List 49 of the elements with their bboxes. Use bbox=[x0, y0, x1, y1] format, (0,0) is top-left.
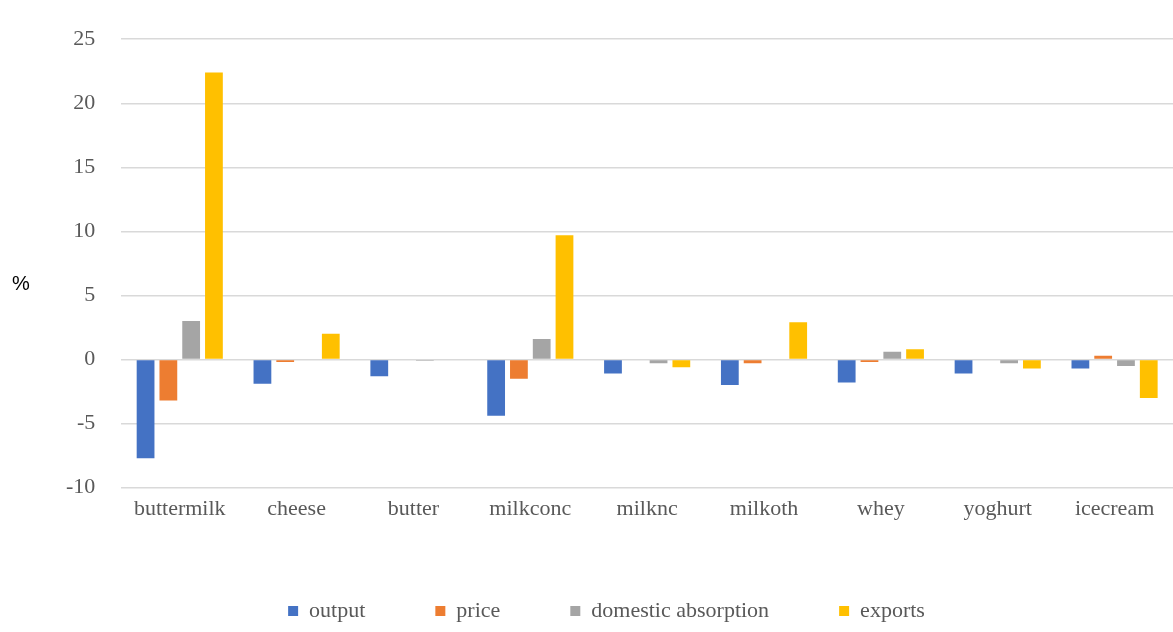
bar bbox=[743, 360, 762, 364]
y-tick-label: -10 bbox=[66, 473, 96, 499]
x-tick-label: butter bbox=[387, 494, 440, 520]
x-tick-label: yoghurt bbox=[963, 494, 1032, 520]
bar bbox=[555, 235, 574, 359]
bar bbox=[649, 360, 668, 364]
legend-label: exports bbox=[860, 596, 925, 622]
legend-label: price bbox=[456, 596, 501, 622]
y-tick-label: 0 bbox=[84, 345, 96, 371]
y-tick-label: 25 bbox=[73, 24, 96, 50]
bar bbox=[510, 360, 528, 379]
x-tick-label: milkconc bbox=[489, 494, 572, 520]
y-tick-label: 20 bbox=[73, 89, 96, 115]
bar bbox=[954, 360, 973, 374]
x-tick-label: milkoth bbox=[729, 494, 799, 520]
bar bbox=[906, 349, 924, 359]
y-tick-label: 5 bbox=[84, 281, 96, 307]
bar bbox=[837, 360, 856, 383]
bar bbox=[182, 321, 201, 359]
bar bbox=[604, 360, 622, 374]
bar bbox=[1139, 360, 1158, 398]
bar bbox=[883, 351, 902, 359]
y-tick-label: -5 bbox=[77, 409, 96, 435]
bar bbox=[205, 72, 223, 359]
bar bbox=[1023, 360, 1041, 369]
bar bbox=[136, 360, 155, 459]
bar bbox=[321, 333, 340, 359]
x-tick-label: icecream bbox=[1074, 494, 1155, 520]
x-tick-label: milknc bbox=[616, 494, 678, 520]
bar bbox=[1071, 360, 1090, 369]
bar bbox=[1094, 355, 1113, 359]
bar bbox=[532, 338, 551, 359]
bar bbox=[253, 360, 272, 384]
bar bbox=[159, 360, 178, 401]
bar bbox=[1117, 360, 1135, 366]
x-tick-label: whey bbox=[857, 494, 905, 520]
x-tick-label: cheese bbox=[267, 494, 326, 520]
legend-label: domestic absorption bbox=[591, 596, 770, 622]
bar bbox=[1000, 360, 1018, 364]
legend-label: output bbox=[309, 596, 366, 622]
bar bbox=[789, 322, 808, 359]
y-axis-title: % bbox=[12, 272, 30, 295]
bar bbox=[370, 360, 389, 377]
x-tick-label: buttermilk bbox=[133, 494, 226, 520]
y-tick-label: 10 bbox=[73, 217, 96, 243]
bar bbox=[672, 360, 691, 368]
y-tick-label: 15 bbox=[73, 153, 96, 179]
bar bbox=[487, 360, 506, 416]
bar bbox=[720, 360, 739, 386]
